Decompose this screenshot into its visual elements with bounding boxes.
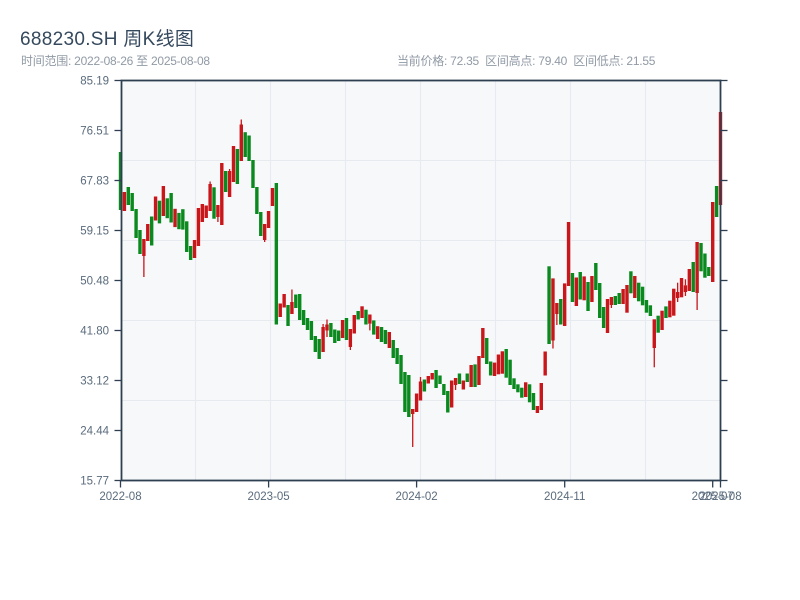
svg-text:33.12: 33.12 <box>80 376 109 388</box>
svg-text:2025-08: 2025-08 <box>699 491 741 503</box>
svg-text:85.19: 85.19 <box>80 76 109 88</box>
svg-text:2024-02: 2024-02 <box>395 491 437 503</box>
svg-text:76.51: 76.51 <box>80 126 109 138</box>
svg-text:67.83: 67.83 <box>80 176 109 188</box>
svg-text:2022-08: 2022-08 <box>99 491 141 503</box>
svg-text:2023-05: 2023-05 <box>247 491 289 503</box>
svg-text:2025-07: 2025-07 <box>692 491 734 503</box>
svg-text:24.44: 24.44 <box>80 426 109 438</box>
svg-text:59.15: 59.15 <box>80 226 109 238</box>
svg-text:50.48: 50.48 <box>80 276 109 288</box>
svg-text:2024-11: 2024-11 <box>544 491 585 503</box>
svg-text:15.77: 15.77 <box>80 476 109 488</box>
svg-text:41.80: 41.80 <box>80 326 109 338</box>
